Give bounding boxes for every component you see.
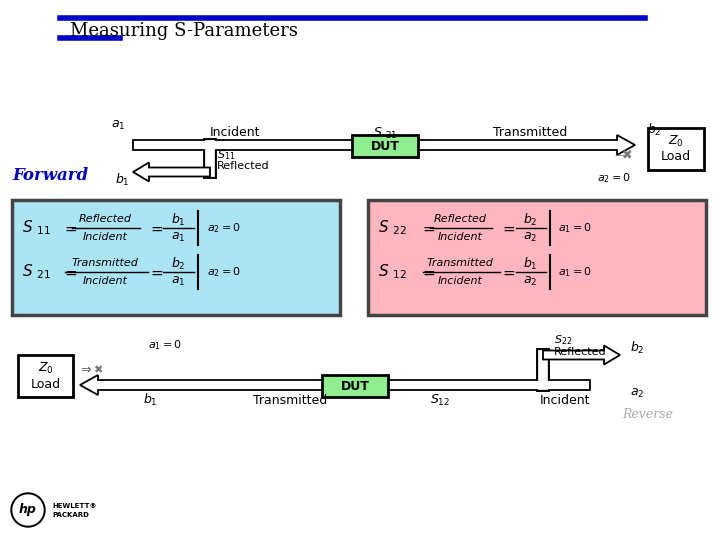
Text: $=$: $=$ [62, 265, 78, 280]
Text: Load: Load [30, 377, 60, 390]
Text: $b_1$: $b_1$ [114, 172, 130, 188]
FancyBboxPatch shape [12, 200, 340, 315]
Text: Reflected: Reflected [217, 161, 269, 171]
Text: $a_1$: $a_1$ [171, 231, 185, 244]
Polygon shape [133, 135, 635, 155]
Text: $S\ _{12}$: $S\ _{12}$ [378, 262, 408, 281]
Text: $a_2$: $a_2$ [523, 231, 537, 244]
Text: $a_2 = 0$: $a_2 = 0$ [207, 221, 241, 235]
Text: Incident: Incident [438, 232, 482, 242]
Text: Measuring S-Parameters: Measuring S-Parameters [70, 22, 298, 40]
Polygon shape [80, 375, 590, 395]
Text: Reflected: Reflected [433, 214, 487, 224]
Text: $b_1$: $b_1$ [523, 256, 537, 272]
Text: Transmitted: Transmitted [71, 258, 138, 268]
Text: PACKARD: PACKARD [52, 512, 89, 518]
Text: $S_{12}$: $S_{12}$ [430, 393, 450, 408]
Text: $S\ _{21}$: $S\ _{21}$ [22, 262, 51, 281]
Circle shape [13, 495, 43, 525]
Text: $S_{22}$: $S_{22}$ [554, 333, 572, 347]
Text: $=$: $=$ [148, 220, 164, 235]
Text: Incident: Incident [83, 232, 127, 242]
Text: $=$: $=$ [500, 220, 516, 235]
Text: DUT: DUT [371, 139, 400, 152]
Text: $b_2$: $b_2$ [171, 256, 185, 272]
Text: hp: hp [19, 503, 37, 516]
Text: $a_1$: $a_1$ [171, 274, 185, 287]
Text: $=$: $=$ [420, 220, 436, 235]
Text: —: — [614, 150, 626, 160]
Text: Transmitted: Transmitted [493, 126, 567, 139]
Text: Forward: Forward [12, 166, 88, 184]
FancyBboxPatch shape [368, 200, 706, 315]
Text: Reflected: Reflected [554, 347, 607, 357]
Text: $S_{11}$: $S_{11}$ [217, 148, 235, 162]
Text: ✖: ✖ [622, 148, 632, 161]
FancyBboxPatch shape [352, 135, 418, 157]
Text: $=$: $=$ [148, 265, 164, 280]
Text: $Z_0$: $Z_0$ [37, 361, 53, 375]
Text: $a_1$: $a_1$ [111, 118, 125, 132]
Text: Incident: Incident [83, 276, 127, 286]
FancyBboxPatch shape [322, 375, 388, 397]
Text: Incident: Incident [438, 276, 482, 286]
Text: $=$: $=$ [500, 265, 516, 280]
FancyBboxPatch shape [648, 128, 704, 170]
Text: $=$: $=$ [62, 220, 78, 235]
Text: $=$: $=$ [420, 265, 436, 280]
Text: $b_2$: $b_2$ [630, 340, 644, 356]
Text: $b_1$: $b_1$ [171, 212, 185, 228]
FancyBboxPatch shape [18, 355, 73, 397]
Text: $S\ _{11}$: $S\ _{11}$ [22, 219, 51, 238]
Text: $Z_0$: $Z_0$ [668, 133, 684, 148]
Text: $S\ _{22}$: $S\ _{22}$ [378, 219, 408, 238]
Polygon shape [543, 346, 620, 365]
Text: Reflected: Reflected [78, 214, 132, 224]
Text: $b_1$: $b_1$ [143, 392, 158, 408]
Text: $b_2$: $b_2$ [647, 122, 662, 138]
Text: $a_1 = 0$: $a_1 = 0$ [148, 338, 182, 352]
Text: $S\ _{21}$: $S\ _{21}$ [373, 125, 397, 140]
Text: $b_2$: $b_2$ [523, 212, 537, 228]
Text: $a_2 = 0$: $a_2 = 0$ [207, 265, 241, 279]
Text: Load: Load [661, 151, 691, 164]
Text: $a_2 = 0$: $a_2 = 0$ [597, 171, 631, 185]
Text: $a_2$: $a_2$ [630, 387, 644, 400]
Text: ⇒: ⇒ [81, 363, 91, 376]
Text: HEWLETT®: HEWLETT® [52, 503, 96, 509]
Text: Transmitted: Transmitted [253, 394, 327, 407]
Text: $a_1 = 0$: $a_1 = 0$ [558, 221, 592, 235]
Text: $a_2$: $a_2$ [523, 274, 537, 287]
Text: Incident: Incident [210, 126, 260, 139]
Circle shape [11, 493, 45, 527]
Text: Incident: Incident [540, 394, 590, 407]
Polygon shape [133, 163, 210, 181]
Text: $a_1 = 0$: $a_1 = 0$ [558, 265, 592, 279]
Text: Transmitted: Transmitted [426, 258, 493, 268]
Text: ✖: ✖ [94, 365, 103, 375]
Text: Reverse: Reverse [622, 408, 673, 422]
Text: DUT: DUT [341, 380, 369, 393]
